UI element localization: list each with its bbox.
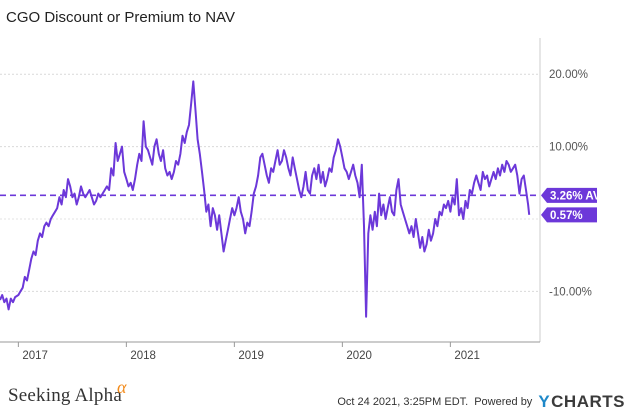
ycharts-wordmark: CHARTS	[551, 392, 625, 411]
seeking-alpha-logo[interactable]: Seeking Alpha	[8, 385, 122, 406]
gridlines	[0, 38, 541, 342]
footer-attribution: Oct 24 2021, 3:25PM EDT. Powered by Y CH…	[337, 392, 625, 412]
last-value-badge-label: 0.57%	[550, 210, 583, 222]
last-value-badge-shape	[541, 207, 597, 223]
y-tick-label: 10.00%	[549, 142, 588, 154]
series-line	[0, 80, 531, 318]
avg-badge-label: 3.26% AVG	[550, 190, 609, 202]
alpha-icon: α	[117, 377, 127, 397]
y-tick-label: 20.00%	[549, 69, 588, 81]
last-value-badge: 0.57%	[541, 207, 597, 223]
value-badges: 3.26% AVG 0.57%	[541, 187, 609, 223]
x-tick-label: 2021	[454, 350, 480, 362]
timestamp: Oct 24 2021, 3:25PM EDT.	[337, 396, 469, 408]
ycharts-logo[interactable]: Y CHARTS	[538, 392, 625, 412]
chart-title: CGO Discount or Premium to NAV	[6, 9, 235, 26]
ycharts-y-icon: Y	[538, 392, 551, 411]
y-axis-ticks: 20.00% 10.00% -10.00%	[549, 69, 592, 298]
x-tick-label: 2018	[130, 350, 156, 362]
y-tick-label: -10.00%	[549, 286, 592, 298]
avg-badge: 3.26% AVG	[541, 187, 609, 203]
series-group	[0, 80, 531, 318]
footer: Seeking Alpha α Oct 24 2021, 3:25PM EDT.…	[0, 377, 635, 417]
x-tick-label: 2019	[238, 350, 264, 362]
x-axis: 2017 2018 2019 2020 2021	[0, 341, 540, 362]
x-tick-label: 2017	[22, 350, 48, 362]
line-chart: 20.00% 10.00% -10.00% 2017 2018 2019 2020 2021…	[0, 38, 609, 362]
avg-badge-shape	[541, 187, 597, 203]
powered-by-text: Powered by	[474, 396, 533, 408]
x-tick-label: 2020	[346, 350, 372, 362]
